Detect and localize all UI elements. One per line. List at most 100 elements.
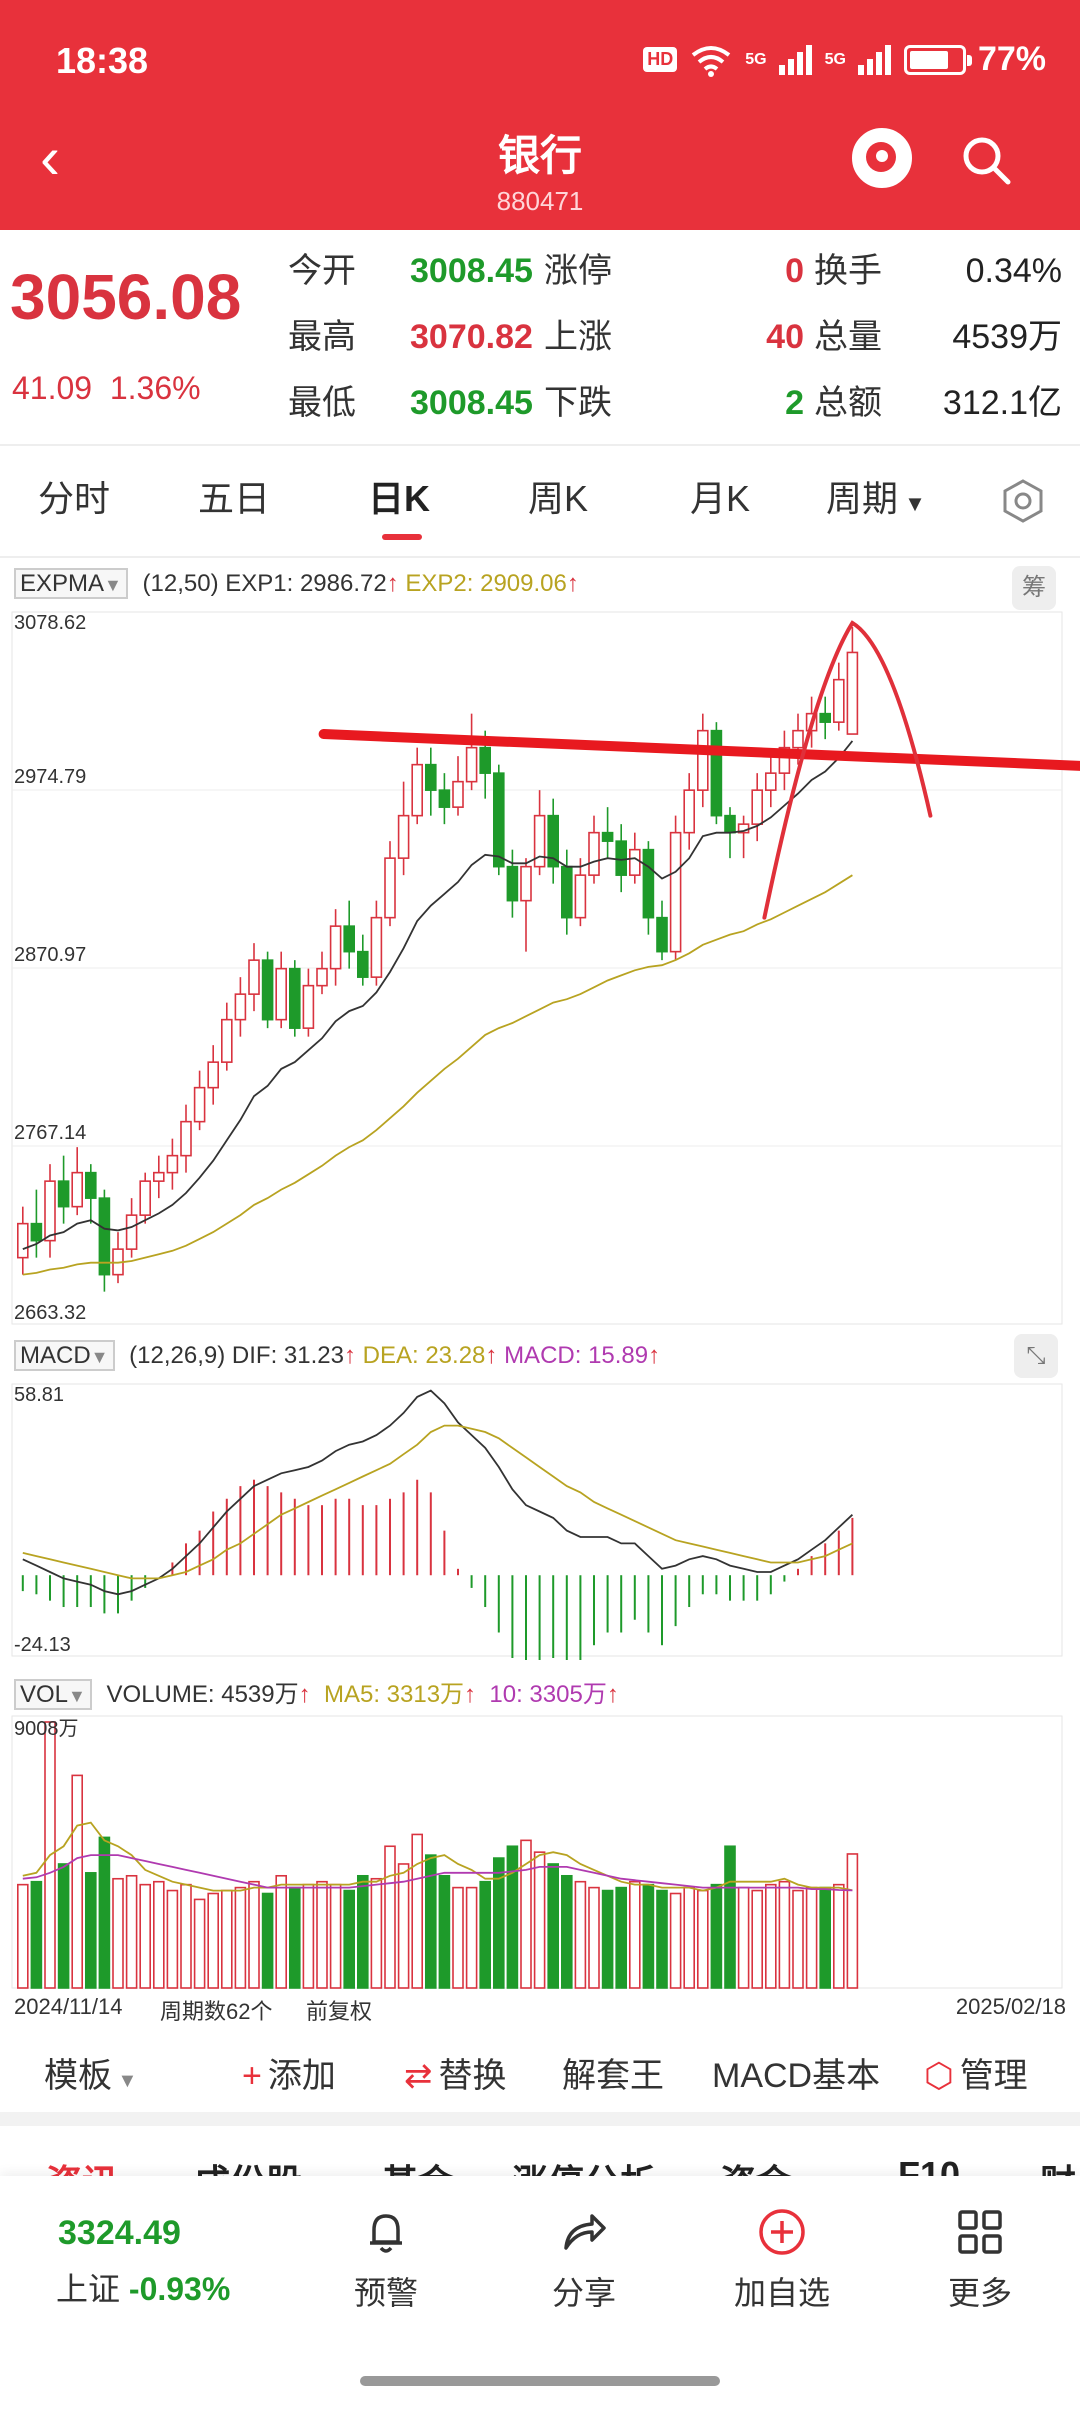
template-button[interactable]: 模板 ▼ [44, 2048, 137, 2097]
candle-body [696, 729, 709, 791]
back-arrow-icon[interactable]: ‹ [40, 124, 60, 191]
plus-icon: + [242, 2057, 262, 2095]
mascot-icon[interactable] [852, 128, 912, 188]
candle-body [316, 967, 328, 987]
value-limit-up: 0 [785, 252, 804, 290]
start-date: 2024/11/14 [14, 1994, 123, 2019]
expma-selector[interactable]: EXPMA▼ [14, 568, 128, 599]
exp1-value: EXP1: 2986.72 [225, 570, 387, 597]
add-watchlist-button[interactable]: 加自选 [722, 2206, 842, 2314]
macd-selector[interactable]: MACD▼ [14, 1340, 115, 1371]
volume-bar [16, 1883, 29, 1989]
volume-bar [139, 1883, 151, 1989]
candle-body [846, 651, 859, 735]
unlock-king-button[interactable]: 解套王 [562, 2057, 664, 2095]
volume-bar [751, 1889, 764, 1989]
candle-body [588, 831, 600, 876]
expand-icon[interactable]: ⤡ [1014, 1334, 1058, 1378]
grid-icon [958, 2210, 1002, 2254]
volume-bar [805, 1886, 818, 1989]
chip-distribution-button[interactable]: 筹 [1012, 566, 1056, 610]
up-arrow-icon: ↑ [464, 1681, 477, 1708]
macd-basic-button[interactable]: MACD基本 [712, 2057, 881, 2095]
search-icon[interactable] [960, 134, 1012, 186]
volume-value: VOLUME: 4539万 [106, 1681, 299, 1708]
volume-bar [737, 1886, 750, 1989]
home-indicator [360, 2376, 720, 2386]
candle-body [343, 925, 356, 953]
candle-body [547, 814, 560, 868]
ma5-value: MA5: 3313万 [323, 1681, 465, 1708]
volume-bar [57, 1863, 70, 1989]
volume-bar [98, 1836, 111, 1989]
volume-bar [397, 1863, 410, 1989]
volume-bar [656, 1889, 668, 1989]
candle-body [751, 789, 764, 825]
index-info[interactable]: 上证 -0.93% [56, 2264, 230, 2310]
candle-body [520, 865, 532, 902]
candle-body [397, 814, 410, 859]
adjust-mode: 前复权 [306, 1999, 373, 2024]
tab-daily-k[interactable]: 日K [368, 478, 430, 519]
index-change: -0.93% [128, 2271, 231, 2307]
alert-button[interactable]: 预警 [326, 2206, 446, 2314]
tab-weekly-k[interactable]: 周K [528, 478, 589, 519]
volume-bar [329, 1883, 342, 1989]
more-button[interactable]: 更多 [920, 2206, 1040, 2314]
macd-chart[interactable] [0, 1380, 1080, 1660]
price-axis-label: 2974.79 [14, 766, 87, 788]
bottom-navigation: 3324.49 上证 -0.93% 预警 分享 加自选 更多 [0, 2176, 1080, 2414]
candle-body [356, 950, 369, 978]
signal-icon-2 [857, 44, 891, 75]
candle-body [465, 746, 478, 783]
candle-body [628, 848, 641, 876]
quote-labels-2: 涨停 上涨 下跌 [544, 238, 612, 436]
volume-bar [248, 1880, 260, 1989]
price-change: 41.09 1.36% [12, 370, 201, 407]
macd-name: MACD [20, 1342, 91, 1369]
add-button[interactable]: + 添加 [242, 2048, 336, 2097]
vol-selector[interactable]: VOL▼ [14, 1679, 92, 1710]
settings-hexagon-icon[interactable] [1000, 478, 1046, 524]
stock-code: 880471 [496, 186, 584, 216]
volume-bar [438, 1874, 451, 1989]
value-rising: 40 [766, 318, 804, 356]
replace-button[interactable]: ⇄ 替换 [404, 2048, 507, 2097]
wifi-icon [692, 45, 731, 77]
candle-body [125, 1214, 138, 1250]
volume-bar [533, 1851, 546, 1989]
tab-monthly-k[interactable]: 月K [690, 478, 751, 519]
index-value[interactable]: 3324.49 [58, 2214, 181, 2252]
tab-five-day[interactable]: 五日 [198, 478, 271, 519]
volume-chart[interactable] [0, 1712, 1080, 1992]
quote-labels-3: 换手 总量 总额 [814, 238, 882, 436]
candlestick-chart[interactable] [0, 600, 1080, 1330]
divider [0, 444, 1080, 446]
volume-bar [696, 1889, 709, 1989]
tab-period[interactable]: 周期 ▼ [826, 470, 926, 522]
label-rising: 上涨 [544, 318, 612, 356]
volume-bar [180, 1883, 192, 1989]
candle-body [16, 1222, 29, 1259]
volume-bar [207, 1892, 219, 1989]
period-count: 周期数62个 [160, 1999, 273, 2024]
change-percent: 1.36% [109, 370, 201, 406]
volume-bar [615, 1886, 628, 1989]
candle-body [180, 1120, 192, 1157]
candle-body [832, 678, 845, 723]
dropdown-triangle-icon: ▼ [898, 491, 926, 516]
volume-bar [370, 1877, 383, 1989]
manage-button[interactable]: ⬡ 管理 [924, 2048, 1028, 2097]
candle-body [166, 1154, 179, 1174]
tab-intraday[interactable]: 分时 [38, 478, 111, 519]
exp1-line [22, 740, 854, 1250]
macd-value: MACD: 15.89 [504, 1342, 649, 1369]
up-arrow-icon: ↑ [386, 570, 399, 597]
volume-bar [792, 1889, 804, 1989]
share-button[interactable]: 分享 [524, 2206, 644, 2314]
volume-bar [343, 1889, 356, 1989]
signal-icon [778, 44, 812, 75]
volume-bar [574, 1880, 587, 1989]
label-low: 最低 [288, 384, 356, 422]
volume-bar [778, 1880, 791, 1989]
